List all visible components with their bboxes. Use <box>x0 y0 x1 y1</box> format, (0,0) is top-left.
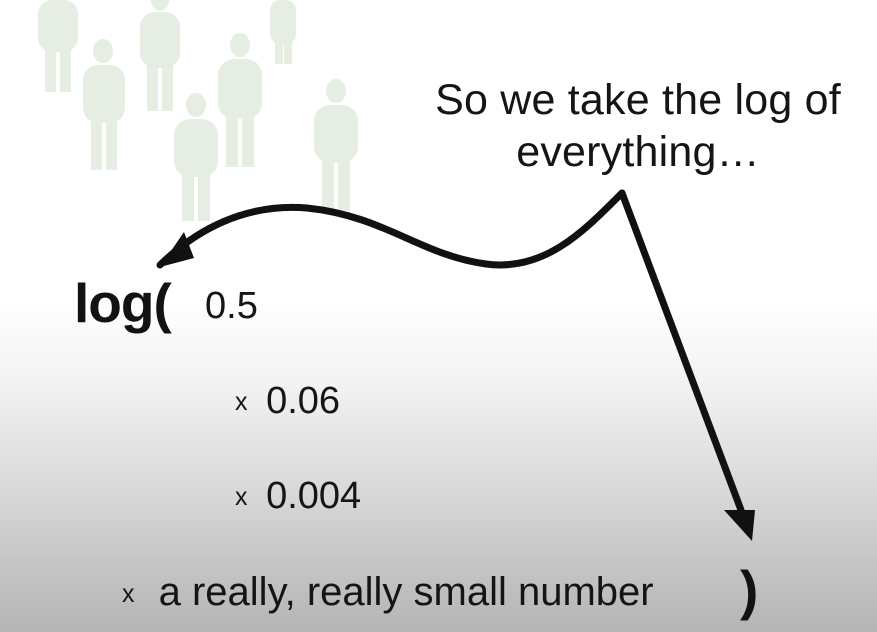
expression-term-2: x 0.06 <box>235 379 340 427</box>
expression-term-3: x 0.004 <box>235 474 361 522</box>
expression-term-2-value: 0.06 <box>266 380 341 422</box>
multiply-symbol: x <box>235 483 248 511</box>
callout-line-1: So we take the log of <box>435 76 841 124</box>
expression-term-4: x a really, really small number <box>122 568 654 621</box>
expression-term-3-value: 0.004 <box>266 475 362 517</box>
crowd-silhouettes-image <box>38 0 358 221</box>
expression-term-4-value: a really, really small number <box>158 570 654 614</box>
log-function-label: log( <box>74 272 172 334</box>
multiply-symbol: x <box>235 388 248 416</box>
arrow-to-closing-paren-path <box>618 189 748 522</box>
callout-line-2: everything… <box>516 128 760 176</box>
arrow-to-log-head <box>160 232 194 267</box>
closing-parenthesis: ) <box>740 559 759 621</box>
callout-text: So we take the log of everything… <box>392 74 877 178</box>
arrow-to-log-path <box>156 189 626 269</box>
expression-term-1: 0.5 <box>205 285 258 327</box>
people-silhouettes <box>38 0 358 221</box>
arrow-to-closing-paren-head <box>724 510 755 541</box>
multiply-symbol: x <box>122 580 135 608</box>
